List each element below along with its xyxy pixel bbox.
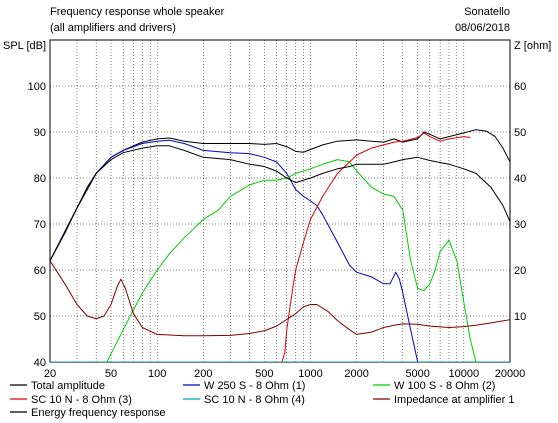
y-left-tick-label: 50 — [34, 311, 46, 323]
series-line-6 — [50, 260, 510, 337]
y-right-tick-label: 20 — [514, 265, 526, 277]
legend-label: W 250 S - 8 Ohm (1) — [204, 380, 305, 392]
x-tick-label: 500 — [255, 368, 273, 380]
y-right-tick-label: 40 — [514, 173, 526, 185]
chart-title: Frequency response whole speaker — [50, 6, 225, 18]
legend-label: SC 10 N - 8 Ohm (4) — [204, 394, 305, 406]
y-left-tick-label: 80 — [34, 173, 46, 185]
series-line-2 — [50, 139, 419, 362]
x-tick-label: 20000 — [495, 368, 526, 380]
y-left-tick-label: 90 — [34, 127, 46, 139]
x-tick-label: 2000 — [344, 368, 368, 380]
x-tick-label: 1000 — [298, 368, 322, 380]
legend-label: Impedance at amplifier 1 — [394, 394, 514, 406]
y-right-tick-label: 30 — [514, 219, 526, 231]
y-left-tick-label: 70 — [34, 219, 46, 231]
y-left-tick-label: 40 — [34, 357, 46, 369]
series-line-3 — [106, 159, 477, 362]
y-axis-left-label: SPL [dB] — [3, 40, 46, 52]
x-tick-label: 200 — [194, 368, 212, 380]
y-right-tick-label: 60 — [514, 81, 526, 93]
legend-label: Energy frequency response — [31, 407, 166, 419]
y-right-tick-labels: 10 20 30 40 50 60 — [514, 81, 526, 323]
legend: Total amplitude W 250 S - 8 Ohm (1) W 100 … — [10, 380, 514, 419]
series-lines — [50, 129, 510, 362]
x-tick-label: 100 — [148, 368, 166, 380]
series-line-4 — [50, 132, 471, 362]
date-label: 08/06/2018 — [455, 22, 510, 34]
y-left-tick-labels: 40 50 60 70 80 90 100 — [28, 81, 46, 369]
chart-subtitle: (all amplifiers and drivers) — [50, 22, 176, 34]
legend-label: SC 10 N - 8 Ohm (3) — [31, 394, 132, 406]
series-line-1 — [50, 129, 510, 262]
x-tick-labels: 20 50 100 200 500 1000 2000 5000 10000 20000 — [44, 368, 525, 380]
y-right-tick-label: 50 — [514, 127, 526, 139]
y-left-tick-label: 60 — [34, 265, 46, 277]
legend-label: Total amplitude — [31, 380, 105, 392]
y-axis-right-label: Z [ohm] — [514, 40, 551, 52]
grid-lines — [49, 40, 511, 363]
series-line-7 — [50, 145, 510, 262]
y-right-tick-label: 10 — [514, 311, 526, 323]
x-tick-label: 50 — [105, 368, 117, 380]
x-tick-label: 20 — [44, 368, 56, 380]
plot-frame — [49, 39, 511, 363]
y-left-tick-label: 100 — [28, 81, 46, 93]
legend-label: W 100 S - 8 Ohm (2) — [394, 380, 495, 392]
brand-label: Sonatello — [464, 6, 510, 18]
x-tick-label: 10000 — [449, 368, 480, 380]
x-tick-label: 5000 — [405, 368, 429, 380]
